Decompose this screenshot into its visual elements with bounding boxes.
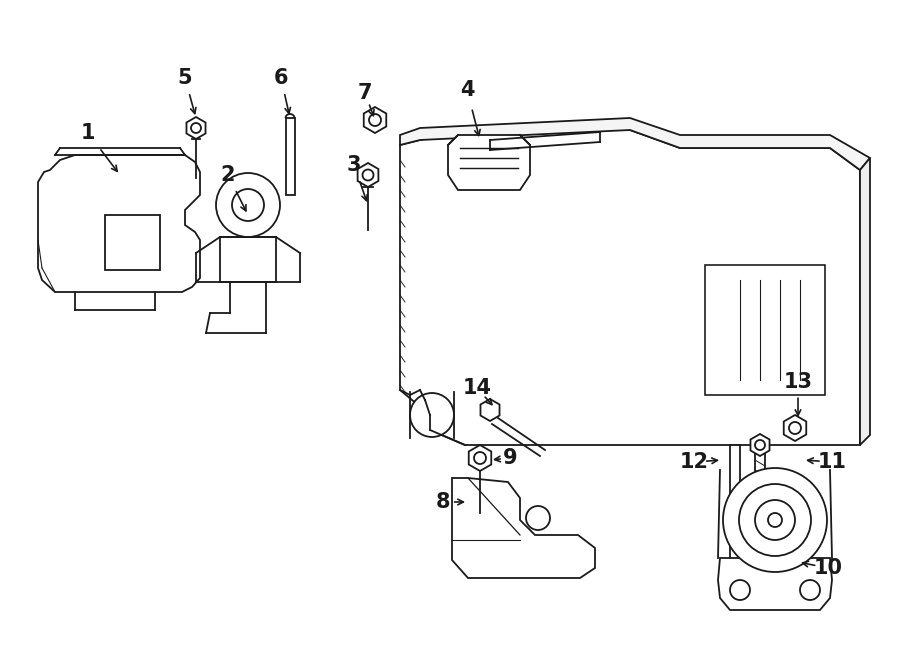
Polygon shape xyxy=(784,415,806,441)
Circle shape xyxy=(191,123,201,133)
Polygon shape xyxy=(364,107,386,133)
Bar xyxy=(286,118,295,195)
Bar xyxy=(755,445,765,575)
Polygon shape xyxy=(718,558,832,610)
Circle shape xyxy=(369,114,381,126)
Text: 14: 14 xyxy=(463,378,491,398)
Text: 8: 8 xyxy=(436,492,450,512)
Circle shape xyxy=(755,440,765,450)
Polygon shape xyxy=(860,158,870,445)
Circle shape xyxy=(739,484,811,556)
Circle shape xyxy=(363,169,374,180)
Text: 12: 12 xyxy=(680,452,708,472)
Polygon shape xyxy=(186,117,205,139)
Bar xyxy=(730,445,740,575)
Circle shape xyxy=(755,500,795,540)
Polygon shape xyxy=(400,130,860,445)
Circle shape xyxy=(730,580,750,600)
Circle shape xyxy=(232,189,264,221)
Circle shape xyxy=(789,422,801,434)
Circle shape xyxy=(768,513,782,527)
Text: 10: 10 xyxy=(814,558,842,578)
Polygon shape xyxy=(357,163,378,187)
Polygon shape xyxy=(448,135,530,190)
Polygon shape xyxy=(105,215,160,270)
Text: 5: 5 xyxy=(177,68,193,88)
Text: 11: 11 xyxy=(817,452,847,472)
Bar xyxy=(705,265,825,395)
Circle shape xyxy=(800,580,820,600)
Circle shape xyxy=(526,506,550,530)
Text: 13: 13 xyxy=(784,372,813,392)
Text: 1: 1 xyxy=(81,123,95,143)
Circle shape xyxy=(723,468,827,572)
Bar xyxy=(220,237,276,282)
Text: 2: 2 xyxy=(220,165,235,185)
Circle shape xyxy=(474,452,486,464)
Polygon shape xyxy=(751,434,770,456)
Polygon shape xyxy=(481,399,500,421)
Polygon shape xyxy=(400,118,870,170)
Text: 9: 9 xyxy=(503,448,517,468)
Polygon shape xyxy=(469,445,491,471)
Circle shape xyxy=(216,173,280,237)
Text: 4: 4 xyxy=(460,80,474,100)
Text: 6: 6 xyxy=(274,68,288,88)
Text: 3: 3 xyxy=(346,155,361,175)
Polygon shape xyxy=(38,155,200,292)
Text: 7: 7 xyxy=(358,83,373,103)
Circle shape xyxy=(410,393,454,437)
Polygon shape xyxy=(452,478,595,578)
